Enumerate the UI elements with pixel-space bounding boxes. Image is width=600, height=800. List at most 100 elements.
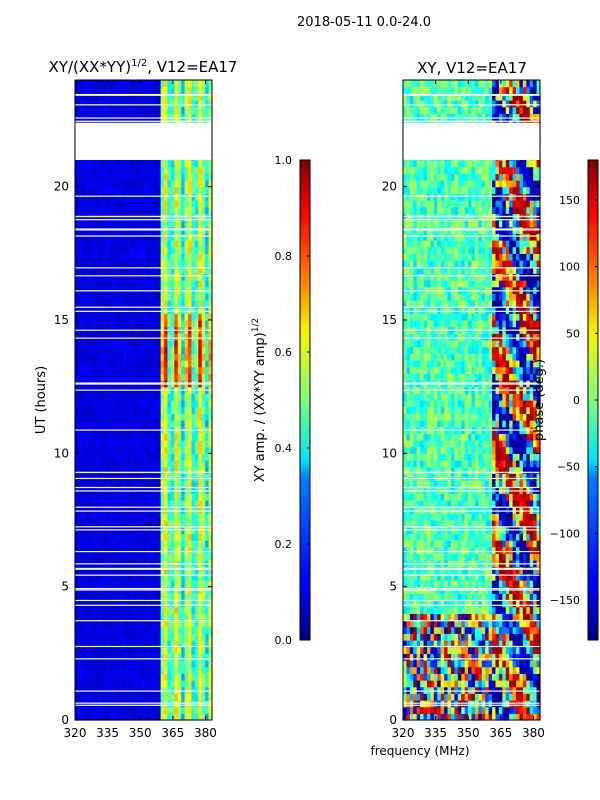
amplitude-cell [146, 533, 151, 541]
amplitude-cell [174, 580, 179, 588]
amplitude-cell [75, 93, 80, 101]
amplitude-cell [191, 620, 196, 628]
phase-cell [512, 553, 517, 561]
phase-cell [409, 593, 414, 601]
amplitude-cell [85, 546, 90, 554]
amplitude-cell [170, 673, 175, 681]
amplitude-cell [85, 433, 90, 441]
phase-cell [420, 633, 425, 641]
phase-cell [450, 660, 455, 668]
amplitude-cell [146, 613, 151, 621]
amplitude-cell [153, 646, 158, 654]
amplitude-cell [112, 313, 117, 321]
phase-cell [502, 593, 507, 601]
amplitude-cell [109, 260, 114, 268]
amplitude-cell [98, 680, 103, 688]
amplitude-cell [194, 593, 199, 601]
amplitude-cell [102, 180, 107, 188]
amplitude-cell [160, 180, 165, 188]
phase-cell [495, 660, 500, 668]
amplitude-cell [81, 106, 86, 114]
amplitude-cell [95, 486, 100, 494]
phase-cell [461, 653, 466, 661]
amplitude-cell [95, 173, 100, 181]
amplitude-cell [194, 460, 199, 468]
amplitude-cell [174, 486, 179, 494]
amplitude-cell [102, 673, 107, 681]
amplitude-cell [167, 573, 172, 581]
phase-cell [433, 600, 438, 608]
amplitude-cell [143, 520, 148, 528]
amplitude-cell [181, 333, 186, 341]
amplitude-cell [150, 166, 155, 174]
amplitude-cell [143, 233, 148, 241]
amplitude-cell [164, 306, 169, 314]
amplitude-cell [75, 500, 80, 508]
amplitude-cell [129, 653, 134, 661]
amplitude-cell [167, 113, 172, 121]
amplitude-cell [109, 606, 114, 614]
amplitude-cell [102, 393, 107, 401]
amplitude-cell [208, 180, 213, 188]
amplitude-cell [157, 106, 162, 114]
phase-cell [498, 706, 503, 714]
amplitude-cell [112, 446, 117, 454]
phase-cell [488, 566, 493, 574]
amplitude-cell [181, 166, 186, 174]
amplitude-cell [133, 593, 138, 601]
phase-cell [502, 653, 507, 661]
amplitude-cell [140, 80, 145, 88]
amplitude-cell [122, 206, 127, 214]
phase-cell [447, 646, 452, 654]
amplitude-cell [81, 540, 86, 548]
phase-cell [488, 666, 493, 674]
amplitude-cell [164, 440, 169, 448]
amplitude-cell [81, 320, 86, 328]
amplitude-cell [208, 566, 213, 574]
phase-cell [423, 693, 428, 701]
amplitude-cell [201, 340, 206, 348]
amplitude-cell [143, 646, 148, 654]
amplitude-cell [167, 93, 172, 101]
amplitude-cell [146, 333, 151, 341]
amplitude-cell [188, 340, 193, 348]
amplitude-cell [201, 373, 206, 381]
amplitude-cell [194, 520, 199, 528]
phase-cell [512, 706, 517, 714]
amplitude-cell [146, 486, 151, 494]
amplitude-cell [167, 633, 172, 641]
amplitude-cell [119, 546, 124, 554]
amplitude-cell [98, 373, 103, 381]
amplitude-cell [143, 320, 148, 328]
amplitude-cell [153, 266, 158, 274]
amplitude-cell [157, 546, 162, 554]
amplitude-cell [153, 506, 158, 514]
phase-cell [440, 653, 445, 661]
phase-cell [474, 693, 479, 701]
amplitude-cell [150, 306, 155, 314]
amplitude-cell [133, 506, 138, 514]
amplitude-cell [116, 220, 121, 228]
amplitude-cell [198, 106, 203, 114]
phase-cell [481, 553, 486, 561]
amplitude-cell [174, 240, 179, 248]
amplitude-cell [95, 280, 100, 288]
amplitude-cell [146, 566, 151, 574]
amplitude-cell [75, 573, 80, 581]
amplitude-cell [116, 480, 121, 488]
amplitude-cell [140, 460, 145, 468]
amplitude-cell [191, 613, 196, 621]
phase-cell [426, 640, 431, 648]
amplitude-cell [75, 373, 80, 381]
amplitude-cell [119, 666, 124, 674]
amplitude-cell [136, 166, 141, 174]
amplitude-cell [140, 313, 145, 321]
amplitude-cell [92, 420, 97, 428]
amplitude-cell [164, 340, 169, 348]
amplitude-cell [102, 606, 107, 614]
phase-cell [461, 706, 466, 714]
amplitude-cell [102, 480, 107, 488]
phase-cell [492, 673, 497, 681]
amplitude-cell [95, 193, 100, 201]
amplitude-cell [194, 680, 199, 688]
